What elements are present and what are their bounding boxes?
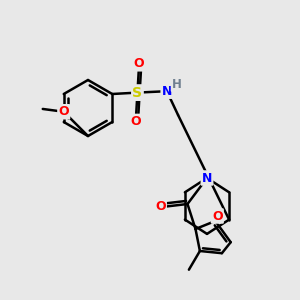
Text: O: O	[131, 115, 141, 128]
Text: H: H	[172, 78, 182, 91]
Text: O: O	[212, 209, 223, 223]
Text: O: O	[155, 200, 166, 213]
Text: O: O	[58, 105, 69, 118]
Text: O: O	[134, 57, 144, 70]
Text: S: S	[132, 85, 142, 100]
Text: N: N	[202, 172, 212, 184]
Text: N: N	[162, 85, 172, 98]
